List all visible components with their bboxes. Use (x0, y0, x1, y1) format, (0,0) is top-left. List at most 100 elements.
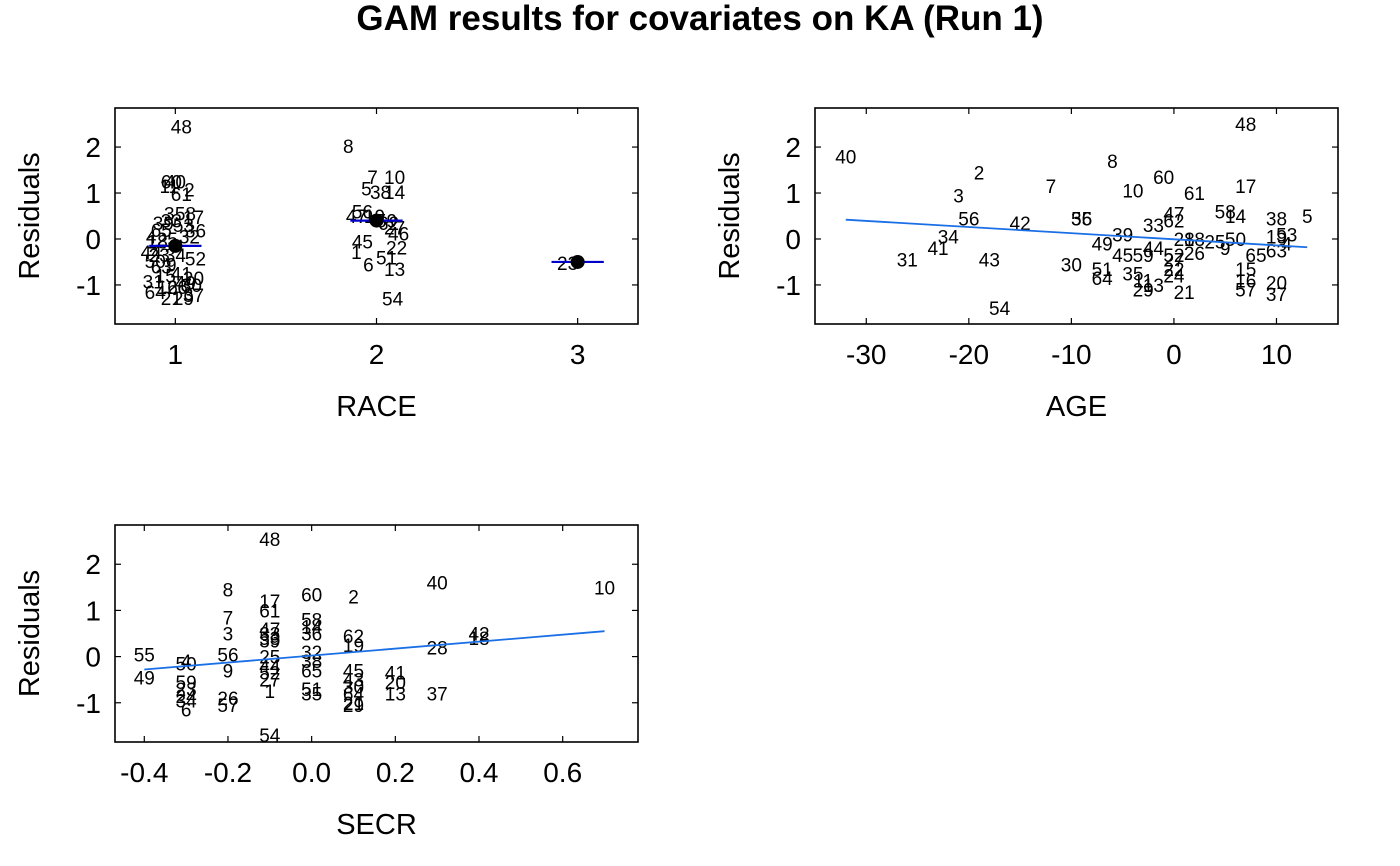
residual-point-label: 18 (468, 629, 489, 650)
residual-point-label: 33 (1143, 216, 1164, 237)
gam-fit-line (144, 630, 605, 671)
residual-point-label: 54 (259, 726, 281, 747)
residual-point-label: 47 (346, 207, 367, 228)
residual-point-label: 10 (1122, 182, 1143, 203)
x-axis-label: RACE (336, 391, 417, 423)
residual-point-label: 24 (1163, 267, 1185, 288)
residual-point-label: 21 (161, 289, 182, 310)
residual-point-label: 26 (167, 278, 188, 299)
residual-point-label: 29 (1133, 281, 1154, 302)
residual-point-label: 20 (183, 269, 204, 290)
residual-point-label: 1 (265, 682, 276, 703)
residual-point-label: 51 (1092, 260, 1113, 281)
residual-point-label: 64 (1092, 269, 1114, 290)
residual-point-label: 60 (301, 585, 322, 606)
residual-point-label: 23 (149, 246, 170, 267)
residual-point-label: 27 (259, 671, 280, 692)
y-tick-label: 1 (785, 178, 801, 209)
residual-point-label: 15 (1235, 260, 1256, 281)
residual-point-label: 28 (427, 638, 448, 659)
x-tick-label: -20 (949, 339, 989, 370)
residual-point-label: 56 (352, 202, 373, 223)
category-mean-marker (168, 238, 183, 253)
residual-point-label: 5 (1302, 207, 1313, 228)
residual-point-label: 29 (173, 289, 194, 310)
residual-point-label: 35 (1122, 264, 1143, 285)
residual-point-label: 33 (161, 212, 182, 233)
residual-point-label: 40 (427, 574, 448, 595)
x-axis-label: SECR (336, 809, 417, 841)
residual-point-label: 6 (181, 701, 192, 722)
residual-point-label: 13 (1143, 276, 1164, 297)
residual-point-label: 42 (468, 625, 489, 646)
residual-point-label: 55 (1071, 209, 1092, 230)
y-tick-label: 2 (785, 132, 801, 163)
residual-point-label: 25 (1204, 232, 1225, 253)
residual-point-label: 39 (259, 631, 280, 652)
residual-point-label: 45 (343, 661, 364, 682)
residual-point-label: 8 (223, 581, 234, 602)
y-tick-label: 2 (85, 132, 101, 163)
residual-point-label: 17 (1235, 177, 1256, 198)
residual-point-label: 52 (185, 249, 206, 270)
residual-point-label: 29 (343, 696, 364, 717)
residual-point-label: 56 (958, 209, 979, 230)
residual-point-label: 63 (151, 258, 172, 279)
residual-point-label: 58 (1215, 202, 1236, 223)
residual-point-label: 30 (181, 276, 202, 297)
residual-point-label: 24 (176, 687, 198, 708)
residual-point-label: 49 (175, 274, 196, 295)
residual-point-label: 50 (145, 252, 166, 273)
x-tick-label: 0.2 (376, 757, 415, 788)
residual-point-label: 43 (343, 671, 364, 692)
residual-point-label: 38 (370, 183, 391, 204)
residual-point-label: 4 (146, 228, 157, 249)
y-axis-label: Residuals (14, 152, 46, 279)
residual-point-label: 62 (343, 627, 364, 648)
y-tick-label: 0 (785, 224, 801, 255)
residual-point-label: 53 (259, 629, 280, 650)
residual-point-label: 9 (166, 255, 177, 276)
residual-point-label: 44 (141, 243, 163, 264)
x-tick-label: 0 (1166, 339, 1182, 370)
residual-point-label: 59 (176, 673, 197, 694)
residual-point-label: 2 (348, 588, 359, 609)
residual-point-label: 42 (1010, 214, 1031, 235)
residual-point-label: 6 (363, 255, 374, 276)
residual-point-label: 38 (1266, 209, 1287, 230)
residual-point-label: 9 (1220, 239, 1231, 260)
x-tick-label: 3 (570, 339, 586, 370)
figure-title: GAM results for covariates on KA (Run 1) (356, 0, 1043, 38)
residual-point-label: 22 (386, 238, 407, 259)
y-tick-label: -1 (776, 270, 801, 301)
residual-point-label: 14 (301, 618, 323, 639)
residual-point-label: 65 (1245, 246, 1266, 267)
residual-point-label: 48 (259, 530, 280, 551)
residual-point-label: 19 (1266, 228, 1287, 249)
residual-point-label: 21 (343, 694, 364, 715)
category-mean-marker (570, 254, 585, 269)
residual-point-label: 23 (176, 680, 197, 701)
y-tick-label: 1 (85, 178, 101, 209)
residual-point-label: 50 (176, 655, 197, 676)
residual-point-label: 41 (927, 239, 948, 260)
residual-point-label: 11 (159, 177, 179, 198)
y-tick-label: 2 (85, 549, 101, 580)
residual-point-label: 47 (259, 620, 280, 641)
residual-point-label: 64 (145, 283, 167, 304)
residual-point-label: 14 (1225, 207, 1247, 228)
x-tick-label: -0.2 (204, 757, 252, 788)
residual-point-label: 35 (301, 685, 322, 706)
residual-point-label: 45 (352, 232, 373, 253)
residual-point-label: 54 (989, 299, 1011, 320)
residual-point-label: 61 (1184, 184, 1205, 205)
y-tick-label: 0 (85, 224, 101, 255)
x-tick-label: 10 (1261, 339, 1292, 370)
y-axis-label: Residuals (14, 570, 46, 697)
x-tick-label: -10 (1051, 339, 1091, 370)
gam-fit-line (845, 218, 1308, 249)
residual-point-label: 5 (361, 179, 372, 200)
residual-point-label: 10 (384, 168, 405, 189)
